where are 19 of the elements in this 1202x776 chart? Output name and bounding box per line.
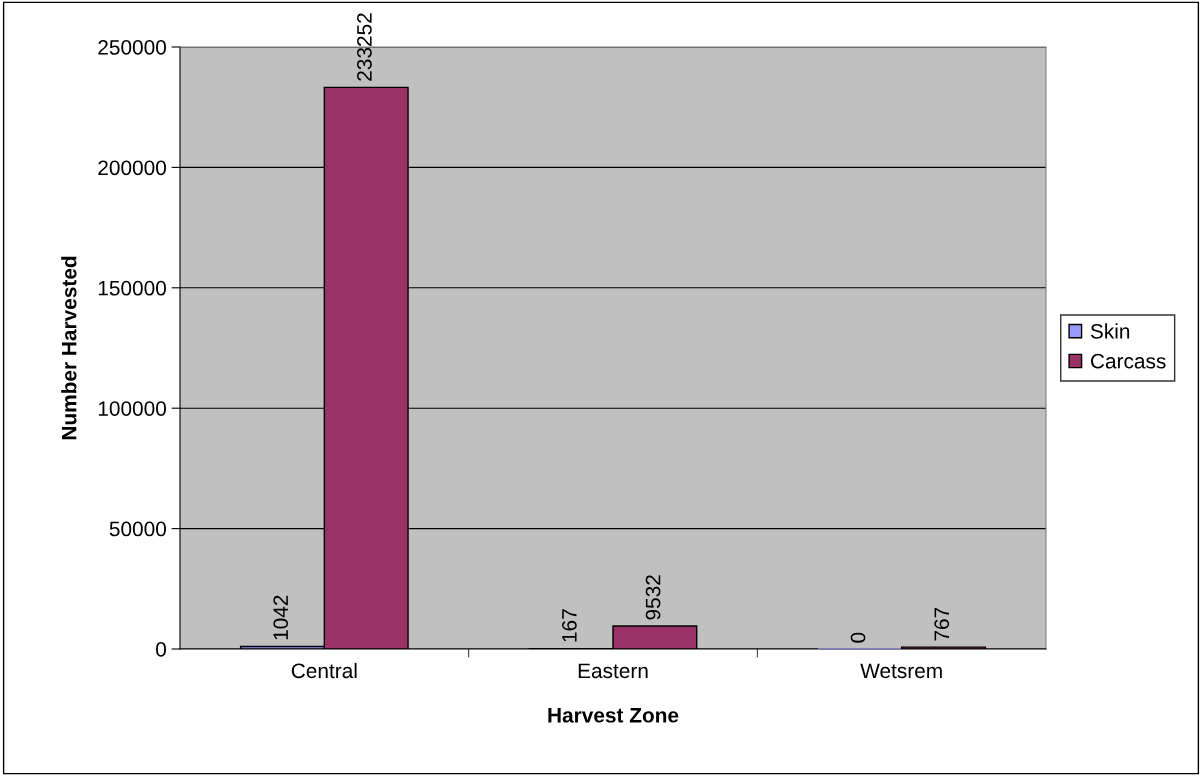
data-label: 233252 bbox=[357, 13, 372, 81]
data-label: 167 bbox=[561, 609, 577, 642]
y-tick-label: 250000 bbox=[98, 40, 166, 55]
y-axis-title: Number Harvested bbox=[61, 256, 77, 440]
data-label: 0 bbox=[850, 632, 866, 643]
legend-label: Carcass bbox=[1090, 353, 1166, 369]
y-tick-label: 0 bbox=[156, 642, 166, 657]
x-axis-title: Harvest Zone bbox=[548, 708, 679, 723]
data-label: 767 bbox=[934, 607, 950, 641]
data-label: 9532 bbox=[645, 575, 661, 620]
y-tick-label: 100000 bbox=[98, 401, 166, 416]
x-tick-label: Eastern bbox=[578, 663, 648, 679]
data-label: 1042 bbox=[273, 595, 289, 640]
y-tick-label: 200000 bbox=[98, 160, 166, 176]
x-tick-label: Central bbox=[291, 662, 357, 679]
y-tick-label: 150000 bbox=[98, 280, 166, 296]
y-tick-label: 50000 bbox=[109, 521, 166, 537]
x-tick-label: Wetsrem bbox=[860, 663, 942, 679]
legend-label: Skin bbox=[1090, 323, 1130, 339]
